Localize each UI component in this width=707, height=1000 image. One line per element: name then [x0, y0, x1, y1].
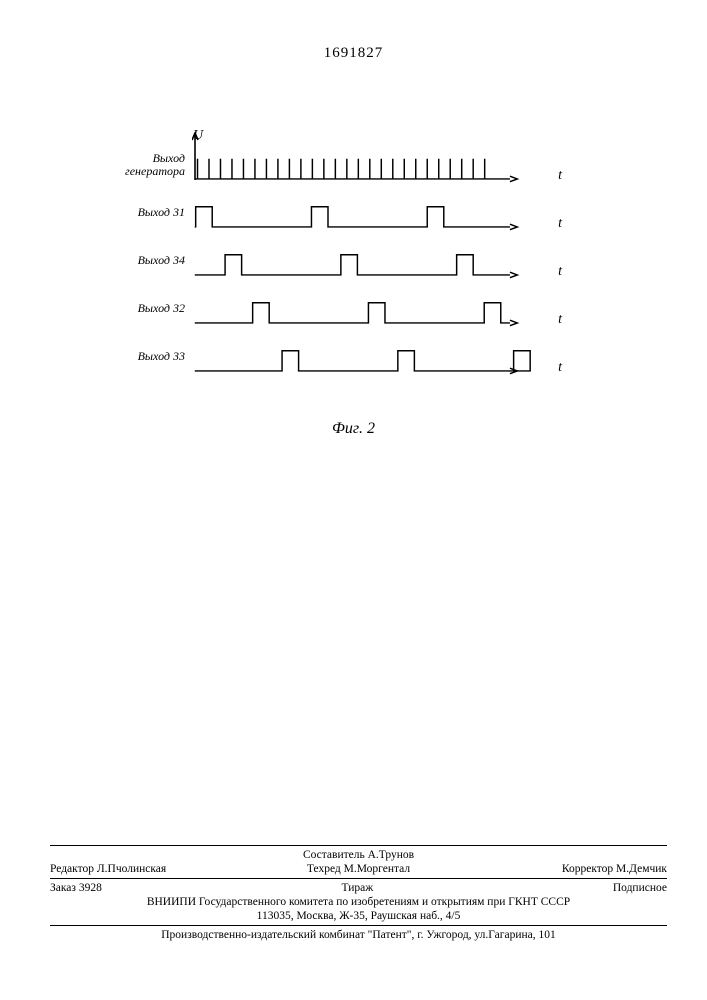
credits-row-1: Составитель А.Трунов: [50, 848, 667, 862]
x-axis-label: t: [558, 360, 562, 376]
techred-label: Техред: [307, 863, 341, 875]
order-label: Заказ: [50, 882, 76, 894]
waveform: [192, 146, 532, 188]
editor-cell: [50, 849, 256, 861]
x-axis-label: t: [558, 264, 562, 280]
order-no: 3928: [79, 882, 102, 894]
divider: [50, 845, 667, 846]
divider: [50, 878, 667, 879]
order: Заказ 3928: [50, 882, 102, 894]
divider: [50, 925, 667, 926]
row-label: Выход 32: [105, 302, 185, 315]
row-label: Выход 34: [105, 254, 185, 267]
timing-row: Выход 33t: [120, 338, 550, 386]
row-label: Выходгенератора: [105, 152, 185, 177]
institution-line-1: ВНИИПИ Государственного комитета по изоб…: [50, 895, 667, 909]
compiler-cell: Составитель А.Трунов: [256, 849, 462, 861]
footer-block: Составитель А.Трунов Редактор Л.Пчолинск…: [50, 843, 667, 942]
editor: Редактор Л.Пчолинская: [50, 863, 256, 875]
waveform: [192, 338, 532, 380]
credits-row-2: Редактор Л.Пчолинская Техред М.Моргентал…: [50, 862, 667, 876]
page: 1691827 U ВыходгенератораtВыход 31tВыход…: [0, 0, 707, 1000]
timing-row: Выход 31t: [120, 194, 550, 242]
timing-row: Выход 34t: [120, 242, 550, 290]
patent-number: 1691827: [0, 45, 707, 62]
order-row: Заказ 3928 Тираж Подписное: [50, 881, 667, 895]
x-axis-label: t: [558, 312, 562, 328]
techred: Техред М.Моргентал: [256, 863, 462, 875]
row-label: Выход 31: [105, 206, 185, 219]
corrector: Корректор М.Демчик: [461, 863, 667, 875]
timing-diagram: U ВыходгенератораtВыход 31tВыход 34tВыхо…: [120, 140, 550, 440]
tirazh: Тираж: [341, 882, 373, 894]
waveform: [192, 194, 532, 236]
waveform: [192, 242, 532, 284]
x-axis-label: t: [558, 168, 562, 184]
corrector-label: Корректор: [562, 863, 613, 875]
editor-name: Л.Пчолинская: [97, 863, 166, 875]
editor-label: Редактор: [50, 863, 94, 875]
corrector-spacer: [461, 849, 667, 861]
podpisnoe: Подписное: [613, 882, 667, 894]
institution-line-2: 113035, Москва, Ж-35, Раушская наб., 4/5: [50, 909, 667, 923]
timing-row: Выходгенератораt: [120, 146, 550, 194]
publisher-line: Производственно-издательский комбинат "П…: [50, 928, 667, 942]
waveform: [192, 290, 532, 332]
figure-label: Фиг. 2: [0, 420, 707, 438]
corrector-name: М.Демчик: [616, 863, 667, 875]
row-label: Выход 33: [105, 350, 185, 363]
x-axis-label: t: [558, 216, 562, 232]
compiler-name: А.Трунов: [368, 849, 414, 861]
timing-row: Выход 32t: [120, 290, 550, 338]
techred-name: М.Моргентал: [344, 863, 410, 875]
compiler-label: Составитель: [303, 849, 365, 861]
